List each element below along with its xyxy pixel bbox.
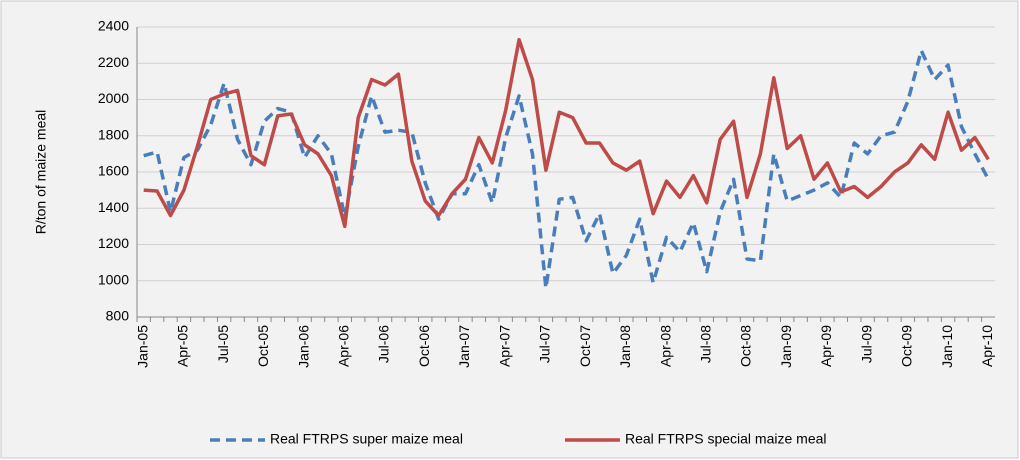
y-tick-label: 2400 xyxy=(98,18,129,34)
x-tick-label: Apr-07 xyxy=(496,325,512,367)
x-tick-label: Jul-09 xyxy=(858,325,874,363)
x-tick-label: Oct-09 xyxy=(899,325,915,367)
x-tick-label: Jan-09 xyxy=(778,325,794,368)
x-tick-label: Jan-07 xyxy=(456,325,472,368)
x-tick-label: Apr-09 xyxy=(818,325,834,367)
y-tick-label: 2000 xyxy=(98,90,129,106)
x-tick-label: Jan-08 xyxy=(617,325,633,368)
y-tick-label: 1400 xyxy=(98,199,129,215)
y-tick-label: 800 xyxy=(106,308,130,324)
x-tick-label: Jul-08 xyxy=(697,325,713,363)
legend-label: Real FTRPS special maize meal xyxy=(625,431,827,447)
x-tick-label: Jan-05 xyxy=(134,325,150,368)
x-tick-label: Apr-06 xyxy=(336,325,352,367)
x-tick-label: Jan-06 xyxy=(295,325,311,368)
x-tick-label: Apr-05 xyxy=(175,325,191,367)
y-tick-label: 1600 xyxy=(98,163,129,179)
x-tick-label: Apr-10 xyxy=(979,325,995,367)
x-tick-label: Oct-07 xyxy=(577,325,593,367)
y-tick-label: 1200 xyxy=(98,235,129,251)
x-tick-label: Jan-10 xyxy=(939,325,955,368)
series-line xyxy=(143,48,990,290)
x-tick-label: Oct-06 xyxy=(416,325,432,367)
legend-label: Real FTRPS super maize meal xyxy=(270,431,463,447)
y-tick-label: 2200 xyxy=(98,54,129,70)
x-tick-label: Jul-06 xyxy=(376,325,392,363)
x-tick-label: Jul-07 xyxy=(537,325,553,363)
x-tick-label: Oct-08 xyxy=(738,325,754,367)
y-axis-label: R/ton of maize meal xyxy=(33,110,49,235)
y-tick-label: 1000 xyxy=(98,271,129,287)
x-tick-label: Oct-05 xyxy=(255,325,271,367)
x-tick-label: Jul-05 xyxy=(215,325,231,363)
x-tick-label: Apr-08 xyxy=(657,325,673,367)
y-tick-label: 1800 xyxy=(98,126,129,142)
series-line xyxy=(143,37,990,229)
